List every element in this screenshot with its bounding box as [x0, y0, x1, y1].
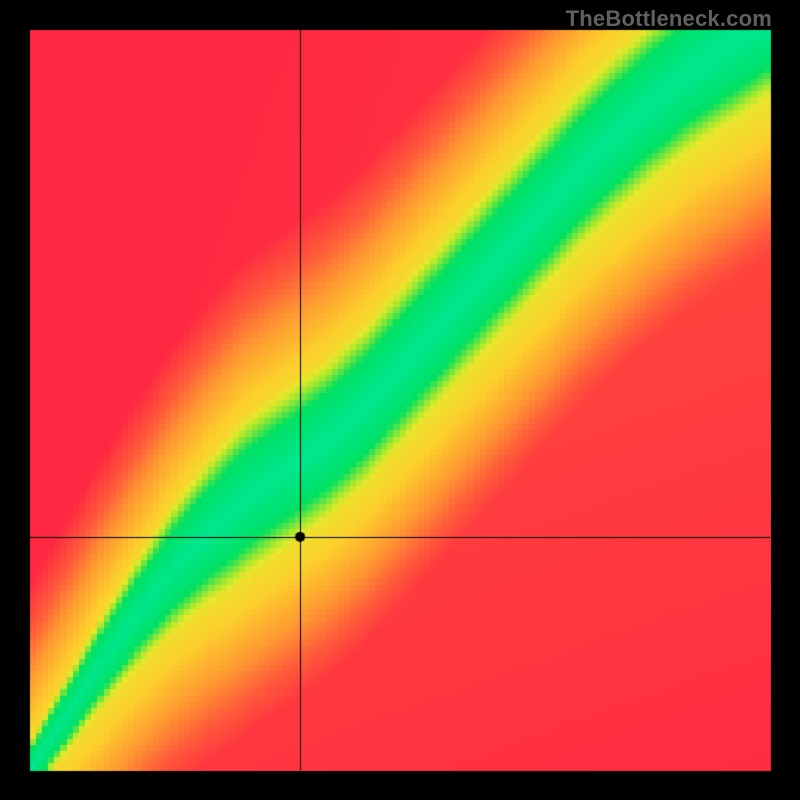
watermark-text: TheBottleneck.com: [566, 6, 772, 32]
bottleneck-heatmap: [0, 0, 800, 800]
